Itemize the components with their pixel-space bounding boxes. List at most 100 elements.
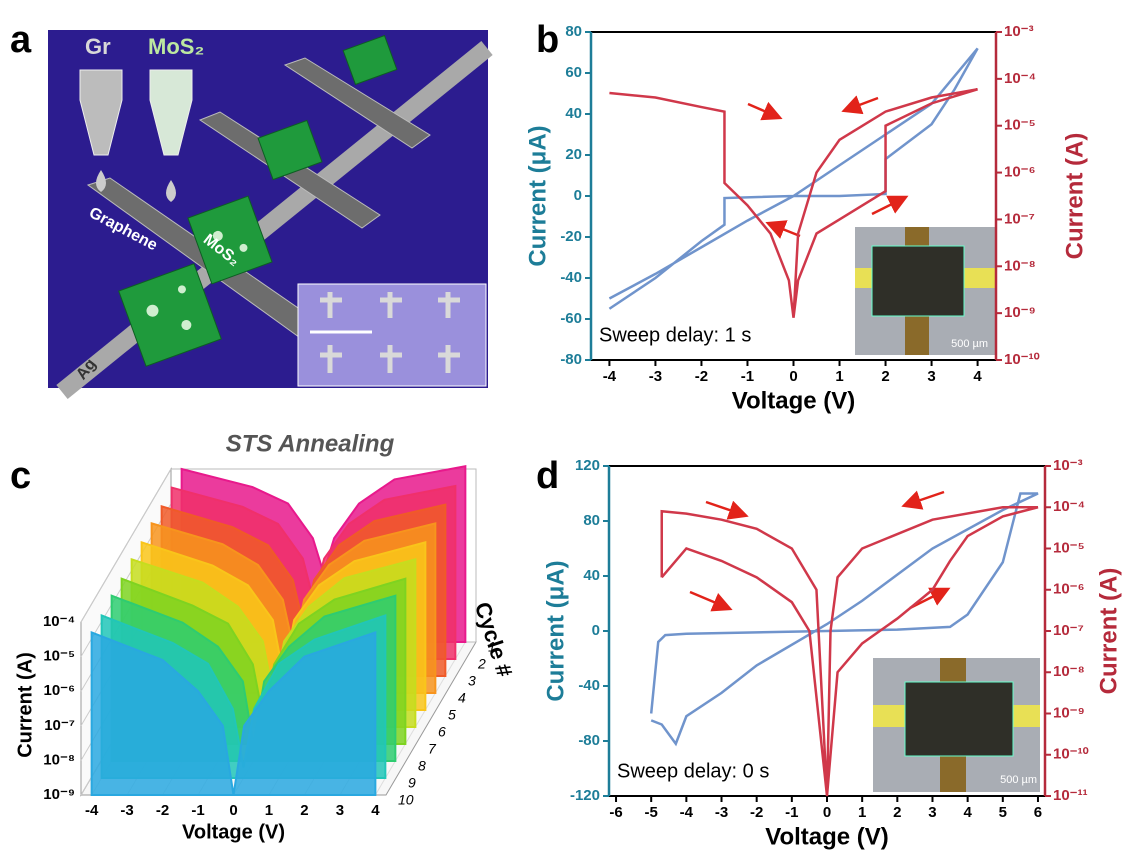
x-tick-label: 0 — [229, 802, 237, 819]
x-tick-label: -1 — [191, 802, 204, 819]
label: MoS₂ — [148, 34, 204, 59]
x-tick-label: 3 — [928, 804, 936, 821]
y-tick-label: 10⁻⁵ — [43, 648, 75, 665]
x-tick-label: 4 — [371, 802, 380, 819]
panel-a: a Gr MoS₂ Graphene MoS₂ Ag — [10, 19, 493, 399]
sweep-arrows — [689, 95, 951, 612]
x-tick-label: 0 — [789, 368, 797, 385]
y2-tick-label: 10⁻⁵ — [1004, 117, 1036, 134]
x-tick-label: -4 — [680, 804, 694, 821]
chart-title: STS Annealing — [226, 430, 395, 457]
x-tick-label: 3 — [336, 802, 344, 819]
x-tick-label: 2 — [881, 368, 889, 385]
y-tick-label: 10⁻⁶ — [43, 682, 75, 699]
x-tick-label: -2 — [156, 802, 169, 819]
y2-tick-label: 10⁻⁴ — [1004, 70, 1036, 87]
cycle-curve — [90, 630, 377, 796]
graphene-strip — [283, 57, 431, 149]
y-axis-title: Current (A) — [14, 652, 36, 758]
y-tick-label: -20 — [560, 228, 582, 245]
panel-letter: c — [10, 455, 31, 497]
y-tick-label: 60 — [565, 64, 582, 81]
z-tick-label: 4 — [458, 690, 466, 706]
y2-tick-label: 10⁻³ — [1053, 457, 1083, 474]
y-tick-label: 80 — [583, 512, 600, 529]
grid-line — [80, 468, 172, 623]
z-tick-label: 10 — [398, 792, 414, 808]
y-tick-label: 40 — [565, 105, 582, 122]
x-tick-label: -3 — [649, 368, 662, 385]
x-tick-label: -2 — [695, 368, 708, 385]
y2-tick-label: 10⁻⁸ — [1053, 663, 1085, 680]
device — [187, 195, 273, 285]
y2-tick-label: 10⁻¹⁰ — [1053, 746, 1089, 763]
y-tick-label: 10⁻⁸ — [43, 751, 75, 768]
z-tick-label: 3 — [468, 673, 476, 689]
x-tick-label: 6 — [1034, 804, 1042, 821]
y-axis-title: Current (μA) — [542, 560, 569, 701]
panel-letter: b — [536, 19, 559, 61]
inset-d — [873, 658, 1040, 792]
x-tick-label: 2 — [300, 802, 308, 819]
y-tick-label: -60 — [560, 310, 582, 327]
y2-tick-label: 10⁻⁸ — [1004, 257, 1036, 274]
x-tick-label: 1 — [858, 804, 866, 821]
y2-tick-label: 10⁻⁹ — [1004, 304, 1036, 321]
x-tick-label: -3 — [715, 804, 728, 821]
data-line — [649, 492, 1039, 747]
x-tick-label: 5 — [999, 804, 1007, 821]
z-tick-label: 2 — [477, 656, 486, 672]
y-tick-label: 120 — [575, 457, 600, 474]
inset-crosses — [320, 292, 460, 373]
y2-axis-title: Current (A) — [1095, 568, 1122, 695]
device — [871, 245, 965, 317]
x-tick-label: -4 — [85, 802, 99, 819]
droplet — [96, 170, 106, 192]
x-tick-label: -6 — [609, 804, 622, 821]
y-tick-label: -80 — [560, 351, 582, 368]
x-tick-label: 3 — [927, 368, 935, 385]
y-tick-label: 10⁻⁴ — [43, 613, 75, 630]
x-tick-label: -2 — [750, 804, 763, 821]
inset-b — [855, 227, 995, 355]
ag-rod — [56, 41, 493, 399]
y2-tick-label: 10⁻¹¹ — [1053, 787, 1088, 804]
annotation: Sweep delay: 0 s — [617, 760, 769, 782]
x-axis-title: Voltage (V) — [732, 387, 856, 414]
x-tick-label: 0 — [823, 804, 831, 821]
x-tick-label: 1 — [265, 802, 273, 819]
y2-tick-label: 10⁻⁹ — [1053, 704, 1085, 721]
label: Gr — [85, 34, 111, 59]
device — [257, 119, 323, 181]
y-tick-label: 0 — [574, 187, 582, 204]
x-tick-label: 1 — [835, 368, 843, 385]
z-tick-label: 6 — [438, 724, 446, 740]
gr-tube — [79, 69, 123, 156]
z-tick-label: 5 — [448, 707, 456, 723]
x-tick-label: -1 — [785, 804, 798, 821]
y-axis-title: Current (μA) — [524, 125, 551, 266]
x-tick-label: -1 — [741, 368, 754, 385]
y2-tick-label: 10⁻⁷ — [1053, 622, 1084, 639]
x-tick-label: -4 — [603, 368, 617, 385]
y-tick-label: 80 — [565, 23, 582, 40]
y-tick-label: -80 — [578, 732, 600, 749]
y-tick-label: 40 — [583, 567, 600, 584]
mos2-tube — [149, 69, 193, 156]
y-tick-label: -120 — [570, 787, 600, 804]
device — [118, 263, 222, 367]
y-tick-label: -40 — [578, 677, 600, 694]
y2-tick-label: 10⁻¹⁰ — [1004, 351, 1040, 368]
data-line — [660, 506, 1039, 797]
panel-letter: d — [536, 455, 559, 497]
x-axis-title: Voltage (V) — [182, 821, 285, 843]
x-tick-label: -3 — [120, 802, 133, 819]
y-tick-label: 10⁻⁹ — [43, 786, 75, 803]
y2-tick-label: 10⁻⁶ — [1053, 581, 1085, 598]
panel-letter: a — [10, 19, 32, 61]
y2-axis-title: Current (A) — [1061, 133, 1088, 260]
y-tick-label: 10⁻⁷ — [44, 717, 75, 734]
z-tick-label: 7 — [428, 741, 437, 757]
y-tick-label: 20 — [565, 146, 582, 163]
